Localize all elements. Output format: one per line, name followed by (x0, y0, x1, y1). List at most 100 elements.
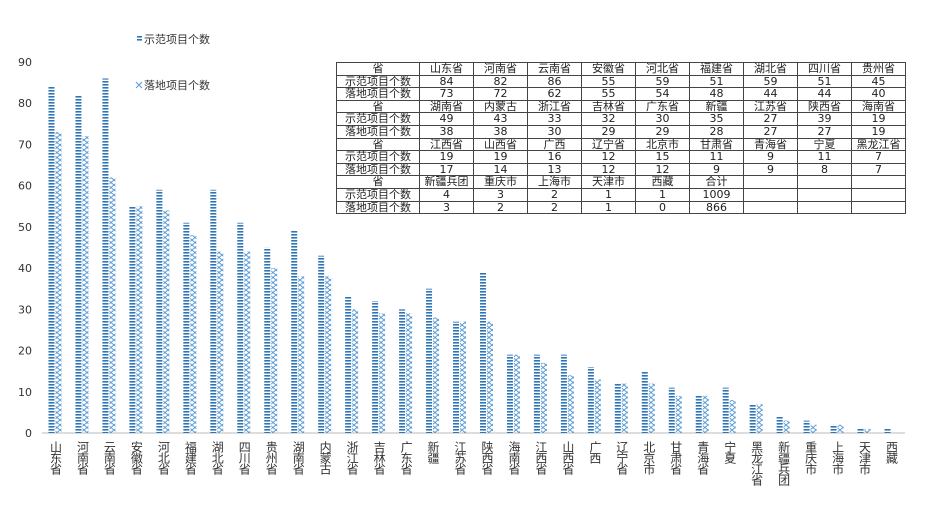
table-cell: 59 (743, 74, 798, 89)
x-tick-label: 辽宁省 (615, 441, 629, 475)
x-tick-label: 天津市 (858, 441, 872, 475)
table-cell: 合计 (689, 175, 744, 189)
bar (433, 317, 440, 433)
table-cell: 江苏省 (743, 99, 798, 114)
bar (587, 367, 594, 433)
bar (830, 424, 837, 433)
table-cell: 27 (743, 112, 798, 126)
table-cell: 浙江省 (527, 99, 582, 114)
bar (756, 404, 763, 433)
table-cell: 8 (797, 162, 852, 177)
table-cell: 山西省 (473, 137, 528, 152)
table-row: 省湖南省 内蒙古 浙江省 吉林省 广东省 新疆 江苏省 陕西省 海南省 (336, 99, 906, 114)
bar (210, 189, 217, 433)
table-cell: 示范项目个数 (336, 150, 420, 164)
table-row: 示范项目个数 49 43 33 32 30 35 27 39 19 (336, 112, 906, 126)
table-cell: 40 (851, 87, 906, 101)
table-cell: 49 (419, 112, 474, 126)
bar (291, 231, 298, 433)
x-tick-label: 宁夏 (723, 440, 737, 464)
bar (884, 428, 891, 433)
bar (379, 313, 386, 433)
bar (217, 251, 224, 433)
x-tick-label: 四川省 (237, 441, 251, 475)
table-cell: 17 (419, 162, 474, 177)
table-cell: 29 (581, 124, 636, 139)
table-cell: 内蒙古 (473, 99, 528, 114)
table-cell: 32 (581, 112, 636, 126)
table-cell: 甘肃省 (689, 137, 744, 152)
bar (345, 296, 352, 433)
x-tick-label: 甘肃省 (669, 441, 683, 475)
table-cell: 河北省 (635, 62, 690, 76)
x-tick-label: 云南省 (102, 441, 116, 475)
x-tick-label: 内蒙古 (318, 441, 332, 475)
bar (513, 354, 520, 433)
bar (460, 321, 467, 433)
table-cell: 82 (473, 74, 528, 89)
table-cell: 12 (581, 162, 636, 177)
table-cell: 3 (419, 200, 474, 215)
bar (48, 86, 55, 433)
table-cell: 44 (797, 87, 852, 101)
table-cell: 云南省 (527, 62, 582, 76)
table-cell: 西藏 (635, 175, 690, 189)
table-cell: 28 (689, 124, 744, 139)
table-cell (743, 200, 798, 215)
table-cell: 贵州省 (851, 62, 906, 76)
table-cell: 45 (851, 74, 906, 89)
bar (668, 387, 675, 433)
x-tick-label: 重庆市 (804, 441, 818, 475)
bar (837, 424, 844, 433)
bar (55, 132, 62, 434)
table-cell (851, 175, 906, 189)
table-cell: 38 (473, 124, 528, 139)
bar (372, 301, 379, 433)
table-cell: 广东省 (635, 99, 690, 114)
table-row: 省新疆兵团 重庆市 上海市 天津市 西藏 合计 (336, 175, 906, 189)
table-cell: 12 (581, 150, 636, 164)
y-tick-label: 70 (18, 138, 32, 151)
bar (702, 395, 709, 433)
table-cell: 吉林省 (581, 99, 636, 114)
table-cell: 44 (743, 87, 798, 101)
table-cell: 落地项目个数 (336, 124, 420, 139)
table-cell: 2 (473, 200, 528, 215)
bar (325, 276, 332, 433)
y-tick-label: 60 (18, 180, 32, 193)
table-cell: 上海市 (527, 175, 582, 189)
table-cell (797, 200, 852, 215)
table-cell: 39 (797, 112, 852, 126)
table-cell: 7 (851, 162, 906, 177)
legend-label: 示范项目个数 (144, 32, 210, 46)
x-tick-label: 新疆 (426, 440, 440, 464)
table-cell: 51 (797, 74, 852, 89)
table-cell: 19 (419, 150, 474, 164)
table-cell: 30 (527, 124, 582, 139)
x-tick-label: 河南省 (75, 441, 89, 475)
table-cell: 62 (527, 87, 582, 101)
table-cell: 0 (635, 200, 690, 215)
table-cell: 落地项目个数 (336, 87, 420, 101)
table-cell: 7 (851, 150, 906, 164)
data-table: 省山东省 河南省 云南省 安徽省 河北省 福建省 湖北省 四川省 贵州省 示范项目个数 84 82 86… (336, 62, 906, 215)
table-cell: 9 (743, 162, 798, 177)
table-cell: 29 (635, 124, 690, 139)
bar (237, 222, 244, 433)
bar (479, 272, 486, 433)
table-cell: 38 (419, 124, 474, 139)
table-cell: 黑龙江省 (851, 137, 906, 152)
table-cell: 14 (473, 162, 528, 177)
table-cell (851, 200, 906, 215)
x-tick-label: 山东省 (48, 441, 62, 475)
bar (729, 400, 736, 433)
x-tick-label: 江苏省 (453, 441, 467, 475)
table-cell: 3 (473, 187, 528, 202)
bar (810, 424, 817, 433)
table-cell: 湖北省 (743, 62, 798, 76)
table-cell: 省 (336, 62, 420, 76)
bar (533, 354, 540, 433)
bar (567, 375, 574, 433)
